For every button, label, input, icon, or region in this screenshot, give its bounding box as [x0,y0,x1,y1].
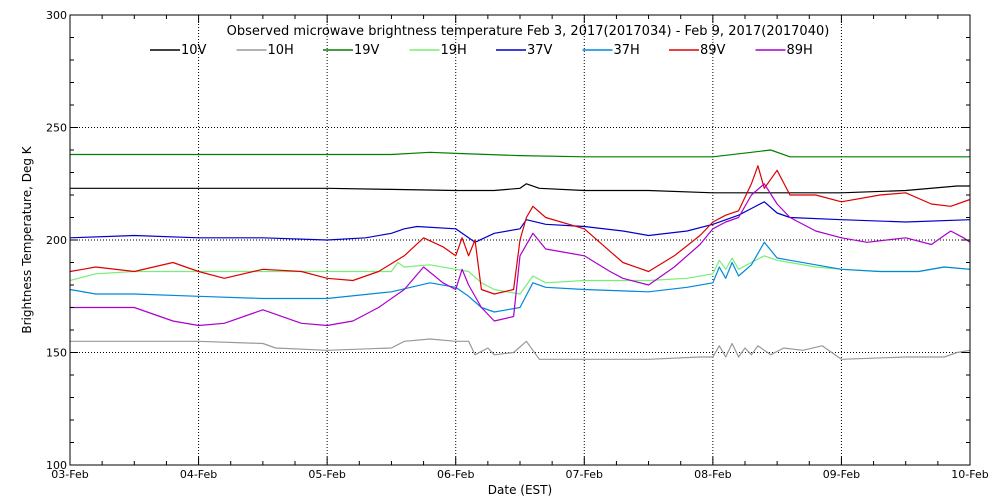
legend: 10V 10H 19V 19H 37V 37H 89V 89H [150,43,813,58]
series-line-19H [69,255,971,295]
series-line-19V [70,149,970,158]
x-tick-label-4: 07-Feb [566,468,603,481]
x-tick-label-6: 09-Feb [823,468,860,481]
legend-label-10H: 10H [268,43,294,58]
y-tick-label-2: 200 [46,234,67,247]
y-tick-label-1: 150 [46,347,67,360]
y-tick-label-0: 100 [46,459,67,472]
series-line-89H [70,183,971,327]
legend-label-89H: 89H [787,43,813,58]
x-axis-title: Date (EST) [488,483,552,497]
x-tick-label-3: 06-Feb [437,468,474,481]
x-tick-label-0: 03-Feb [51,468,88,481]
legend-label-19H: 19H [441,43,467,58]
series-line-37H [69,241,971,313]
ticks: 03-Feb 04-Feb 05-Feb 06-Feb 07-Feb 08-Feb 09-F… [46,9,989,481]
series-line-37V [69,201,971,243]
x-tick-label-2: 05-Feb [308,468,345,481]
legend-label-10V: 10V [181,43,207,58]
x-tick-label-1: 04-Feb [180,468,217,481]
series-line-10V [70,183,970,194]
series-line-89V [69,165,971,295]
x-tick-label-5: 08-Feb [694,468,731,481]
legend-label-89V: 89V [700,43,726,58]
legend-label-19V: 19V [354,43,380,58]
x-tick-label-7: 10-Feb [951,468,988,481]
series-line-10H [70,338,971,360]
y-tick-label-4: 300 [46,9,67,22]
series-layer [69,149,971,360]
y-axis-title: Brightness Temperature, Deg K [20,145,34,333]
y-tick-label-3: 250 [46,122,67,135]
legend-label-37H: 37H [614,43,640,58]
chart-title: Observed microwave brightness temperatur… [227,24,830,39]
legend-label-37V: 37V [527,43,553,58]
